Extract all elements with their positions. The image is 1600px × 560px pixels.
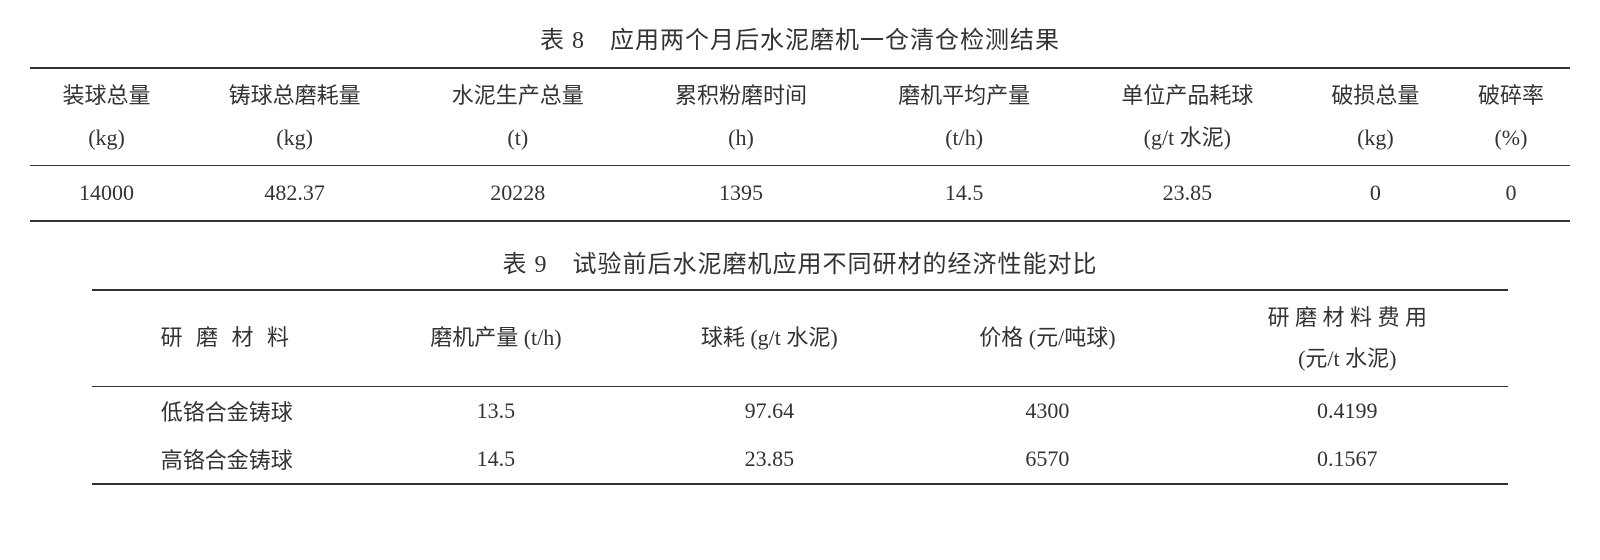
t8-col-7: 破碎率(%) bbox=[1452, 68, 1570, 165]
t9-col-3: 价格 (元/吨球) bbox=[909, 290, 1186, 387]
t9-cell: 97.64 bbox=[630, 387, 909, 436]
table-row: 高铬合金铸球 14.5 23.85 6570 0.1567 bbox=[92, 435, 1509, 484]
t8-col-2: 水泥生产总量(t) bbox=[406, 68, 629, 165]
t8-cell: 23.85 bbox=[1076, 165, 1299, 221]
t9-cell: 13.5 bbox=[362, 387, 630, 436]
t9-cell: 低铬合金铸球 bbox=[92, 387, 362, 436]
t8-col-0: 装球总量(kg) bbox=[30, 68, 183, 165]
t9-cell: 0.1567 bbox=[1186, 435, 1508, 484]
t8-col-5: 单位产品耗球(g/t 水泥) bbox=[1076, 68, 1299, 165]
t9-col-1: 磨机产量 (t/h) bbox=[362, 290, 630, 387]
table8-title: 表 8 应用两个月后水泥磨机一仓清仓检测结果 bbox=[30, 20, 1570, 55]
t8-cell: 14000 bbox=[30, 165, 183, 221]
t8-cell: 0 bbox=[1452, 165, 1570, 221]
table9-section: 表 9 试验前后水泥磨机应用不同研材的经济性能对比 研 磨 材 料 磨机产量 (… bbox=[30, 244, 1570, 486]
table8-header-row: 装球总量(kg) 铸球总磨耗量(kg) 水泥生产总量(t) 累积粉磨时间(h) … bbox=[30, 68, 1570, 165]
t9-col-2: 球耗 (g/t 水泥) bbox=[630, 290, 909, 387]
table8: 装球总量(kg) 铸球总磨耗量(kg) 水泥生产总量(t) 累积粉磨时间(h) … bbox=[30, 67, 1570, 222]
t9-col-0: 研 磨 材 料 bbox=[92, 290, 362, 387]
t8-cell: 20228 bbox=[406, 165, 629, 221]
t8-col-1: 铸球总磨耗量(kg) bbox=[183, 68, 406, 165]
t8-cell: 482.37 bbox=[183, 165, 406, 221]
t9-col-4: 研 磨 材 料 费 用(元/t 水泥) bbox=[1186, 290, 1508, 387]
t8-col-3: 累积粉磨时间(h) bbox=[629, 68, 852, 165]
t9-cell: 高铬合金铸球 bbox=[92, 435, 362, 484]
t9-cell: 0.4199 bbox=[1186, 387, 1508, 436]
t8-col-4: 磨机平均产量(t/h) bbox=[853, 68, 1076, 165]
t8-cell: 14.5 bbox=[853, 165, 1076, 221]
t9-cell: 4300 bbox=[909, 387, 1186, 436]
t8-col-6: 破损总量(kg) bbox=[1299, 68, 1452, 165]
table-row: 14000 482.37 20228 1395 14.5 23.85 0 0 bbox=[30, 165, 1570, 221]
t8-cell: 0 bbox=[1299, 165, 1452, 221]
table-row: 低铬合金铸球 13.5 97.64 4300 0.4199 bbox=[92, 387, 1509, 436]
t8-cell: 1395 bbox=[629, 165, 852, 221]
t9-cell: 23.85 bbox=[630, 435, 909, 484]
table9: 研 磨 材 料 磨机产量 (t/h) 球耗 (g/t 水泥) 价格 (元/吨球)… bbox=[92, 289, 1509, 486]
table9-title: 表 9 试验前后水泥磨机应用不同研材的经济性能对比 bbox=[30, 244, 1570, 279]
t9-cell: 14.5 bbox=[362, 435, 630, 484]
table9-header-row: 研 磨 材 料 磨机产量 (t/h) 球耗 (g/t 水泥) 价格 (元/吨球)… bbox=[92, 290, 1509, 387]
table8-section: 表 8 应用两个月后水泥磨机一仓清仓检测结果 装球总量(kg) 铸球总磨耗量(k… bbox=[30, 20, 1570, 222]
t9-cell: 6570 bbox=[909, 435, 1186, 484]
